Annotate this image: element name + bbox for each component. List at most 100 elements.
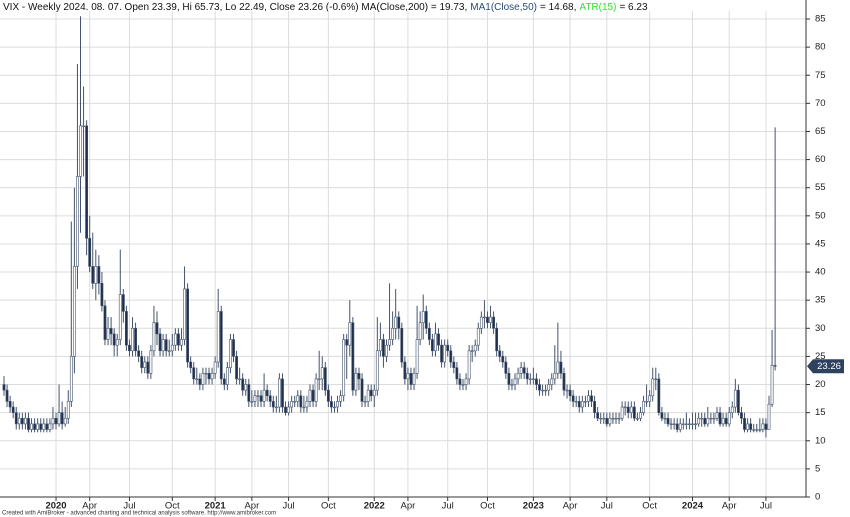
candle-body: [568, 389, 572, 397]
candle-body: [620, 406, 624, 419]
candle-body: [24, 417, 27, 425]
x-tick-label: Apr: [401, 501, 416, 512]
candle-body: [684, 423, 688, 425]
candle-body: [195, 378, 199, 381]
y-tick-label: 20: [815, 379, 826, 390]
candle-body: [672, 423, 676, 425]
candle-body: [369, 389, 373, 397]
candle-body: [232, 339, 235, 357]
candle-body: [577, 401, 581, 408]
y-tick-label: 25: [815, 351, 826, 362]
x-tick-label: Oct: [165, 501, 180, 512]
candle-body: [492, 316, 496, 329]
candle-body: [91, 266, 95, 284]
candle-body: [281, 378, 284, 408]
x-tick-label: Jul: [601, 501, 613, 512]
candle-body: [63, 417, 67, 425]
candle-body: [54, 417, 58, 425]
candle-body: [479, 316, 483, 329]
candle-body: [17, 417, 21, 425]
candle-body: [225, 367, 229, 385]
title-part: MA1(Close,50): [470, 2, 537, 13]
candle-body: [507, 372, 511, 385]
x-tick-label: 2022: [364, 501, 385, 512]
candle-body: [143, 361, 147, 368]
candle-body: [244, 384, 248, 391]
x-tick-label: 2021: [205, 501, 227, 512]
candle-body: [740, 412, 743, 419]
candle-body: [706, 417, 710, 425]
candle-body: [470, 350, 474, 352]
candle-body: [72, 266, 76, 357]
candle-body: [311, 389, 315, 402]
x-tick-label: Jul: [283, 501, 295, 512]
candle-body: [486, 316, 489, 323]
candle-body: [241, 378, 245, 391]
candle-body: [412, 372, 416, 385]
candle-body: [669, 423, 673, 425]
candle-body: [587, 395, 590, 402]
candle-body: [39, 423, 43, 430]
candle-body: [599, 417, 603, 420]
candle-body: [675, 423, 679, 430]
candle-body: [464, 378, 468, 385]
candle-body: [642, 401, 645, 413]
candle-body: [651, 378, 655, 397]
candle-body: [85, 125, 89, 239]
candle-body: [363, 401, 367, 403]
candle-body: [430, 339, 434, 352]
candle-body: [274, 406, 278, 409]
candle-body: [535, 378, 538, 385]
candle-body: [473, 344, 477, 352]
y-tick-label: 40: [815, 267, 826, 278]
candle-body: [528, 378, 532, 381]
candle-body: [388, 339, 391, 346]
candle-body: [94, 266, 98, 284]
candle-body: [755, 429, 759, 431]
candle-body: [443, 344, 447, 363]
candle-body: [125, 311, 128, 346]
candle-body: [106, 327, 110, 340]
candle-body: [48, 423, 52, 430]
candle-body: [697, 417, 701, 425]
candle-body: [580, 401, 584, 408]
candle-body: [550, 378, 554, 385]
candle-body: [541, 389, 544, 392]
candle-body: [323, 367, 327, 391]
candle-body: [730, 406, 734, 413]
candle-body: [378, 339, 382, 352]
candle-body: [571, 395, 575, 402]
candle-body: [574, 401, 578, 403]
candle-body: [559, 361, 563, 374]
candle-body: [746, 423, 749, 430]
candle-body: [440, 344, 443, 363]
candle-body: [605, 417, 609, 425]
candle-body: [418, 322, 422, 340]
candle-body: [109, 327, 113, 335]
x-tick-label: Jul: [123, 501, 135, 512]
candle-body: [617, 417, 621, 420]
candle-body: [394, 316, 398, 329]
candle-body: [767, 403, 771, 430]
candle-body: [277, 378, 281, 408]
candle-body: [210, 372, 214, 380]
candle-body: [446, 344, 450, 352]
candle-body: [186, 288, 190, 363]
candle-body: [229, 339, 232, 368]
title-part: ATR(15): [579, 2, 616, 13]
candle-body: [688, 423, 691, 425]
candle-body: [333, 406, 336, 409]
candle-body: [736, 389, 740, 413]
candle-body: [636, 417, 639, 420]
candle-body: [752, 429, 756, 431]
title-part: = 6.23: [619, 2, 648, 13]
candle-body: [82, 125, 85, 127]
candle-body: [724, 417, 728, 425]
candle-body: [467, 350, 471, 380]
candle-body: [565, 389, 569, 392]
candle-body: [351, 322, 355, 391]
candle-body: [348, 322, 352, 346]
candle-body: [703, 417, 707, 425]
candle-body: [115, 339, 119, 346]
x-tick-label: Oct: [642, 501, 657, 512]
